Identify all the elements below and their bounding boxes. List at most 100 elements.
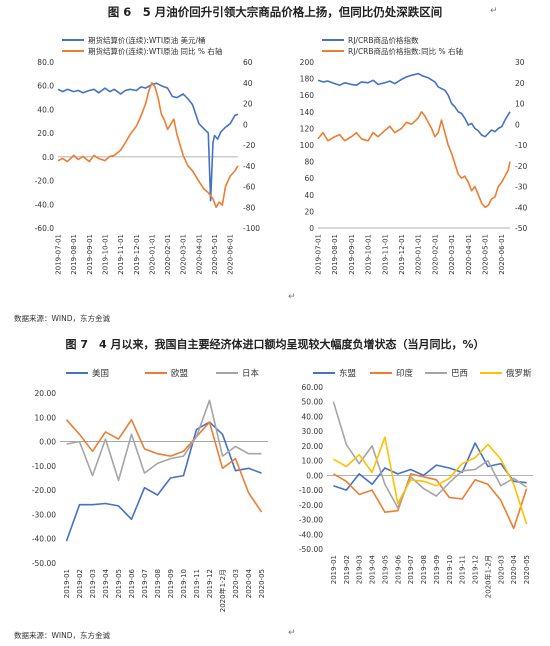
legend-label-1: 欧盟 xyxy=(171,368,189,379)
x-tick-label: 2019-06 xyxy=(128,568,136,598)
x-tick-label: 2019-07 xyxy=(407,555,415,584)
x-tick-label: 2019-09-01 xyxy=(348,234,356,275)
x-tick-label: 2020-04-01 xyxy=(465,234,473,275)
x-tick-label: 2019-03 xyxy=(89,569,97,598)
y2-tick-label: -20 xyxy=(515,162,527,171)
y-tick-label: -50.00 xyxy=(32,559,56,568)
x-tick-label: 2020-04 xyxy=(245,568,253,598)
x-tick-label: 2020年1-2月 xyxy=(483,555,492,598)
x-tick-label: 2019-11-01 xyxy=(381,234,389,275)
series-line-0 xyxy=(333,442,527,491)
x-tick-label: 2019-05 xyxy=(381,555,389,584)
y2-tick-label: 20 xyxy=(515,79,525,88)
y2-tick-label: 40 xyxy=(243,79,253,88)
y2-tick-label: -20 xyxy=(243,141,255,150)
x-tick-label: 2020-06-01 xyxy=(498,234,506,275)
y-tick-label: 50.00 xyxy=(302,398,324,407)
y-tick-label: -30.00 xyxy=(299,516,323,525)
x-tick-label: 2019-08 xyxy=(420,555,428,584)
y2-tick-label: -30 xyxy=(515,183,527,192)
x-tick-label: 2019-10 xyxy=(180,569,188,598)
y2-tick-label: -50 xyxy=(515,224,527,233)
x-tick-label: 2019-07-01 xyxy=(55,234,63,275)
y-tick-label: 40.00 xyxy=(302,412,324,421)
y-tick-label: -40.0 xyxy=(35,200,55,209)
series-line-0 xyxy=(317,72,511,138)
x-tick-label: 2019-04 xyxy=(369,554,377,584)
x-tick-label: 2020-05-01 xyxy=(481,234,489,275)
y-tick-label: -10.00 xyxy=(32,462,56,471)
x-tick-label: 2019-09 xyxy=(433,555,441,584)
x-tick-label: 2019-10-01 xyxy=(365,234,373,275)
paragraph-mark: ↵ xyxy=(288,628,296,638)
x-tick-label: 2020-02-01 xyxy=(431,234,439,275)
x-tick-label: 2020-01-01 xyxy=(415,234,423,275)
y-tick-label: 20.00 xyxy=(302,442,324,451)
x-tick-label: 2019-07-01 xyxy=(315,234,323,275)
x-tick-label: 2020-04-01 xyxy=(195,234,203,275)
y-tick-label: 60 xyxy=(304,174,314,183)
legend-label-1: 期货结算价(连续):WTI原油 同比 % 右轴 xyxy=(88,46,222,56)
y-tick-label: 120 xyxy=(300,124,315,133)
legend-label-1: 印度 xyxy=(396,368,414,379)
y-tick-label: 60.00 xyxy=(302,383,324,392)
y2-tick-label: -80 xyxy=(243,203,255,212)
y-tick-label: 100 xyxy=(300,141,315,150)
x-tick-label: 2020-03 xyxy=(232,569,240,598)
legend-label-0: 期货结算价(连续):WTI原油 美元/桶 xyxy=(88,35,206,45)
x-tick-label: 2019-03 xyxy=(356,555,364,584)
series-line-1 xyxy=(333,473,528,530)
x-tick-label: 2019-10-01 xyxy=(101,234,109,275)
fig7-title: 图 7 4 月以来，我国自主要经济体进口额均呈现较大幅度负增状态（当月同比，%） xyxy=(65,338,485,351)
x-tick-label: 2020-02-01 xyxy=(164,234,172,275)
y-tick-label: -50.00 xyxy=(299,545,323,554)
legend-label-2: 巴西 xyxy=(451,369,468,379)
y-tick-label: 60.0 xyxy=(37,82,54,91)
series-line-1 xyxy=(57,82,239,209)
x-tick-label: 2019-02 xyxy=(76,569,84,598)
y-tick-label: 160 xyxy=(300,91,315,100)
source-note-fig7: 数据来源：WIND，东方金诚 xyxy=(14,631,111,640)
y-tick-label: 0.00 xyxy=(39,438,56,447)
y2-tick-label: -100 xyxy=(243,224,260,233)
y-tick-label: 140 xyxy=(300,108,315,117)
series-line-0 xyxy=(65,421,262,542)
y2-tick-label: 30 xyxy=(515,58,525,67)
legend-label-1: RJ/CRB商品价格指数:同比 % 右轴 xyxy=(348,46,463,56)
y-tick-label: 40.0 xyxy=(37,105,54,114)
x-tick-label: 2019-11 xyxy=(459,555,467,584)
x-tick-label: 2019-12 xyxy=(206,569,214,598)
y-tick-label: 80 xyxy=(304,158,314,167)
x-tick-label: 2019-09 xyxy=(167,569,175,598)
series-line-3 xyxy=(333,436,528,525)
x-tick-label: 2019-12-01 xyxy=(398,234,406,275)
fig6-title: 图 6 5 月油价回升引领大宗商品价格上扬，但同比仍处深跌区间 xyxy=(107,5,443,19)
x-tick-label: 2019-10 xyxy=(446,555,454,584)
y2-tick-label: -40 xyxy=(243,162,255,171)
y2-tick-label: -10 xyxy=(515,141,527,150)
y-tick-label: -30.00 xyxy=(32,510,56,519)
x-tick-label: 2020-05-01 xyxy=(211,234,219,275)
y-tick-label: 20 xyxy=(304,207,314,216)
x-tick-label: 2020-03 xyxy=(497,555,505,584)
y-tick-label: -60.0 xyxy=(35,224,55,233)
y-tick-label: -20.0 xyxy=(35,177,55,186)
y-tick-label: 0 xyxy=(309,224,314,233)
paragraph-mark: ↵ xyxy=(288,292,296,302)
x-tick-label: 2019-12-01 xyxy=(133,234,141,275)
y-tick-label: 20.0 xyxy=(37,129,54,138)
legend-label-0: 东盟 xyxy=(339,368,357,379)
y-tick-label: 0.00 xyxy=(306,471,323,480)
x-tick-label: 2019-02 xyxy=(343,555,351,584)
x-tick-label: 2020-04 xyxy=(510,554,518,584)
y-tick-label: 10.00 xyxy=(302,457,324,466)
y-tick-label: 180 xyxy=(300,75,315,84)
x-tick-label: 2019-07 xyxy=(141,569,149,598)
y2-tick-label: 0 xyxy=(515,120,520,129)
x-tick-label: 2019-04 xyxy=(102,568,110,598)
x-tick-label: 2019-09-01 xyxy=(86,234,94,275)
y-tick-label: 20.00 xyxy=(35,389,57,398)
x-tick-label: 2019-12 xyxy=(472,555,480,584)
